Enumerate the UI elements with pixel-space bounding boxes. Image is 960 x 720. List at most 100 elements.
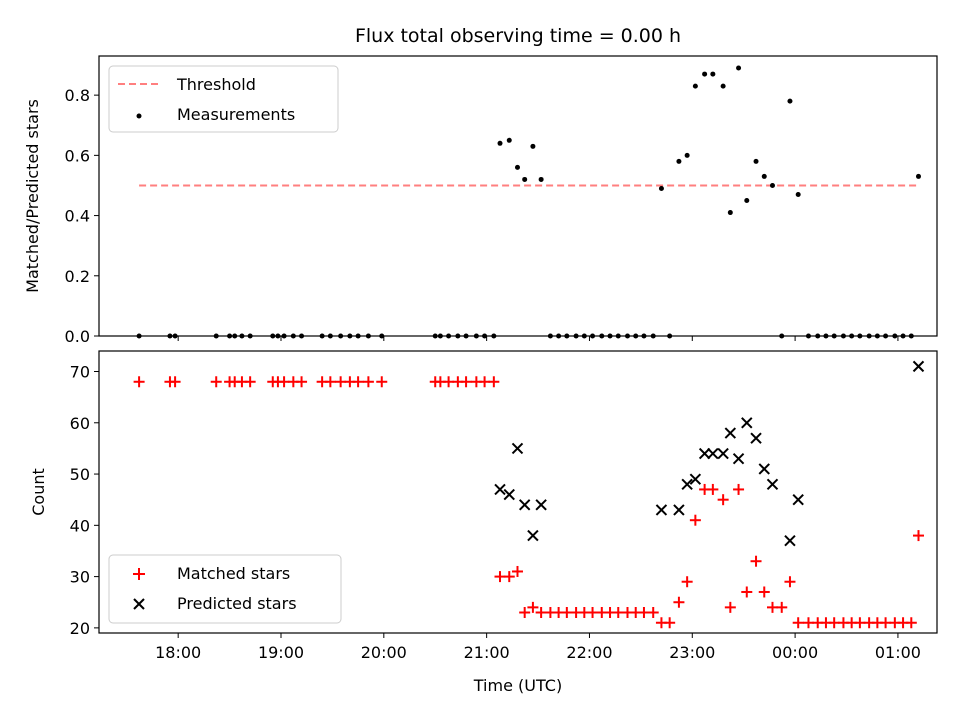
- top-y-tick-label: 0.4: [65, 207, 90, 226]
- measurement-point: [564, 333, 570, 339]
- measurement-point: [915, 173, 921, 179]
- bottom-y-tick-label: 20: [70, 619, 90, 638]
- matched-star-point: [244, 376, 256, 388]
- predicted-star-point: [732, 452, 745, 465]
- x-tick-label: 00:00: [772, 643, 818, 662]
- x-tick-label: 23:00: [669, 643, 715, 662]
- matched-star-point: [717, 494, 729, 506]
- measurement-point: [355, 333, 361, 339]
- matched-star-point: [210, 376, 222, 388]
- measurement-point: [866, 333, 872, 339]
- matched-star-point: [169, 376, 181, 388]
- matched-star-point: [664, 617, 676, 629]
- measurement-point: [849, 333, 855, 339]
- top-legend: Threshold Measurements: [108, 65, 339, 133]
- predicted-star-point: [766, 478, 779, 491]
- measurement-point: [506, 137, 512, 143]
- x-tick-label: 21:00: [464, 643, 510, 662]
- matched-star-point: [494, 571, 506, 583]
- bottom-y-tick-label: 40: [70, 516, 90, 535]
- matched-star-point: [133, 376, 145, 388]
- predicted-star-stroke-b: [698, 447, 711, 460]
- x-tick-label: 18:00: [155, 643, 201, 662]
- matched-star-point: [443, 376, 455, 388]
- predicted-star-stroke-b: [527, 529, 539, 542]
- measurement-point: [514, 164, 520, 170]
- chart-title: Flux total observing time = 0.00 h: [355, 25, 681, 47]
- measurement-point: [805, 333, 811, 339]
- predicted-star-stroke-b: [766, 478, 779, 491]
- predicted-star-point: [527, 529, 539, 542]
- measurement-point: [667, 333, 673, 339]
- matched-star-point: [673, 596, 685, 608]
- predicted-star-stroke-b: [912, 360, 925, 373]
- measurement-point: [239, 333, 245, 339]
- measurement-point: [290, 333, 296, 339]
- measurement-point: [319, 333, 325, 339]
- matched-star-point: [335, 376, 347, 388]
- predicted-star-stroke-b: [741, 417, 753, 429]
- matched-star-point: [905, 617, 917, 629]
- measurement-point: [275, 333, 281, 339]
- measurement-point: [347, 333, 353, 339]
- measurement-point: [761, 173, 767, 179]
- top-axes: 0.00.20.40.60.8 Matched/Predicted stars …: [23, 55, 938, 346]
- matched-star-point: [519, 606, 531, 618]
- predicted-star-point: [741, 417, 753, 429]
- predicted-star-point: [681, 478, 693, 491]
- measurement-point: [538, 176, 544, 182]
- top-y-tick-label: 0.0: [65, 327, 90, 346]
- top-plot-marks: [136, 65, 921, 339]
- measurement-point: [473, 333, 479, 339]
- matched-star-point: [741, 586, 753, 598]
- measurement-point: [753, 158, 759, 164]
- predicted-star-point: [792, 493, 804, 506]
- predicted-star-stroke-b: [681, 478, 693, 491]
- measurement-point: [432, 333, 438, 339]
- matched-star-point: [561, 606, 573, 618]
- predicted-star-stroke-b: [655, 504, 668, 516]
- measurement-point: [779, 333, 785, 339]
- measurement-point: [556, 333, 562, 339]
- x-tick-label: 01:00: [875, 643, 921, 662]
- predicted-star-stroke-b: [707, 447, 719, 460]
- matched-star-point: [647, 606, 659, 618]
- top-plot-frame: [98, 55, 938, 337]
- measurement-point: [599, 333, 605, 339]
- measurement-point: [769, 182, 775, 188]
- top-y-tick-label: 0.6: [65, 146, 90, 165]
- bottom-legend: Matched stars Predicted stars: [108, 554, 342, 624]
- measurement-point: [213, 333, 219, 339]
- legend-measurements-swatch: [136, 113, 142, 119]
- measurement-point: [247, 333, 253, 339]
- matched-star-point: [802, 617, 814, 629]
- measurement-point: [232, 333, 238, 339]
- legend-matched-label: Matched stars: [177, 564, 290, 583]
- measurement-point: [491, 333, 497, 339]
- predicted-star-point: [912, 360, 925, 373]
- bottom-y-tick-label: 70: [70, 363, 90, 382]
- matched-star-point: [638, 606, 650, 618]
- measurement-point: [727, 210, 733, 216]
- top-legend-box: [108, 65, 339, 133]
- measurement-point: [874, 333, 880, 339]
- measurement-point: [676, 158, 682, 164]
- predicted-star-stroke-b: [750, 432, 762, 444]
- measurement-point: [365, 333, 371, 339]
- legend-matched-swatch: [133, 568, 145, 580]
- matched-star-point: [733, 483, 745, 495]
- x-axis-label: Time (UTC): [473, 676, 562, 695]
- measurement-point: [573, 333, 579, 339]
- measurement-point: [710, 71, 716, 77]
- legend-measurements-label: Measurements: [177, 105, 295, 124]
- measurement-point: [736, 65, 742, 71]
- measurement-point: [900, 333, 906, 339]
- predicted-star-stroke-b: [784, 535, 796, 547]
- measurement-point: [908, 333, 914, 339]
- top-y-tick-label: 0.2: [65, 267, 90, 286]
- predicted-star-point: [717, 447, 729, 460]
- matched-star-point: [479, 376, 491, 388]
- measurement-point: [299, 333, 305, 339]
- measurement-point: [446, 333, 452, 339]
